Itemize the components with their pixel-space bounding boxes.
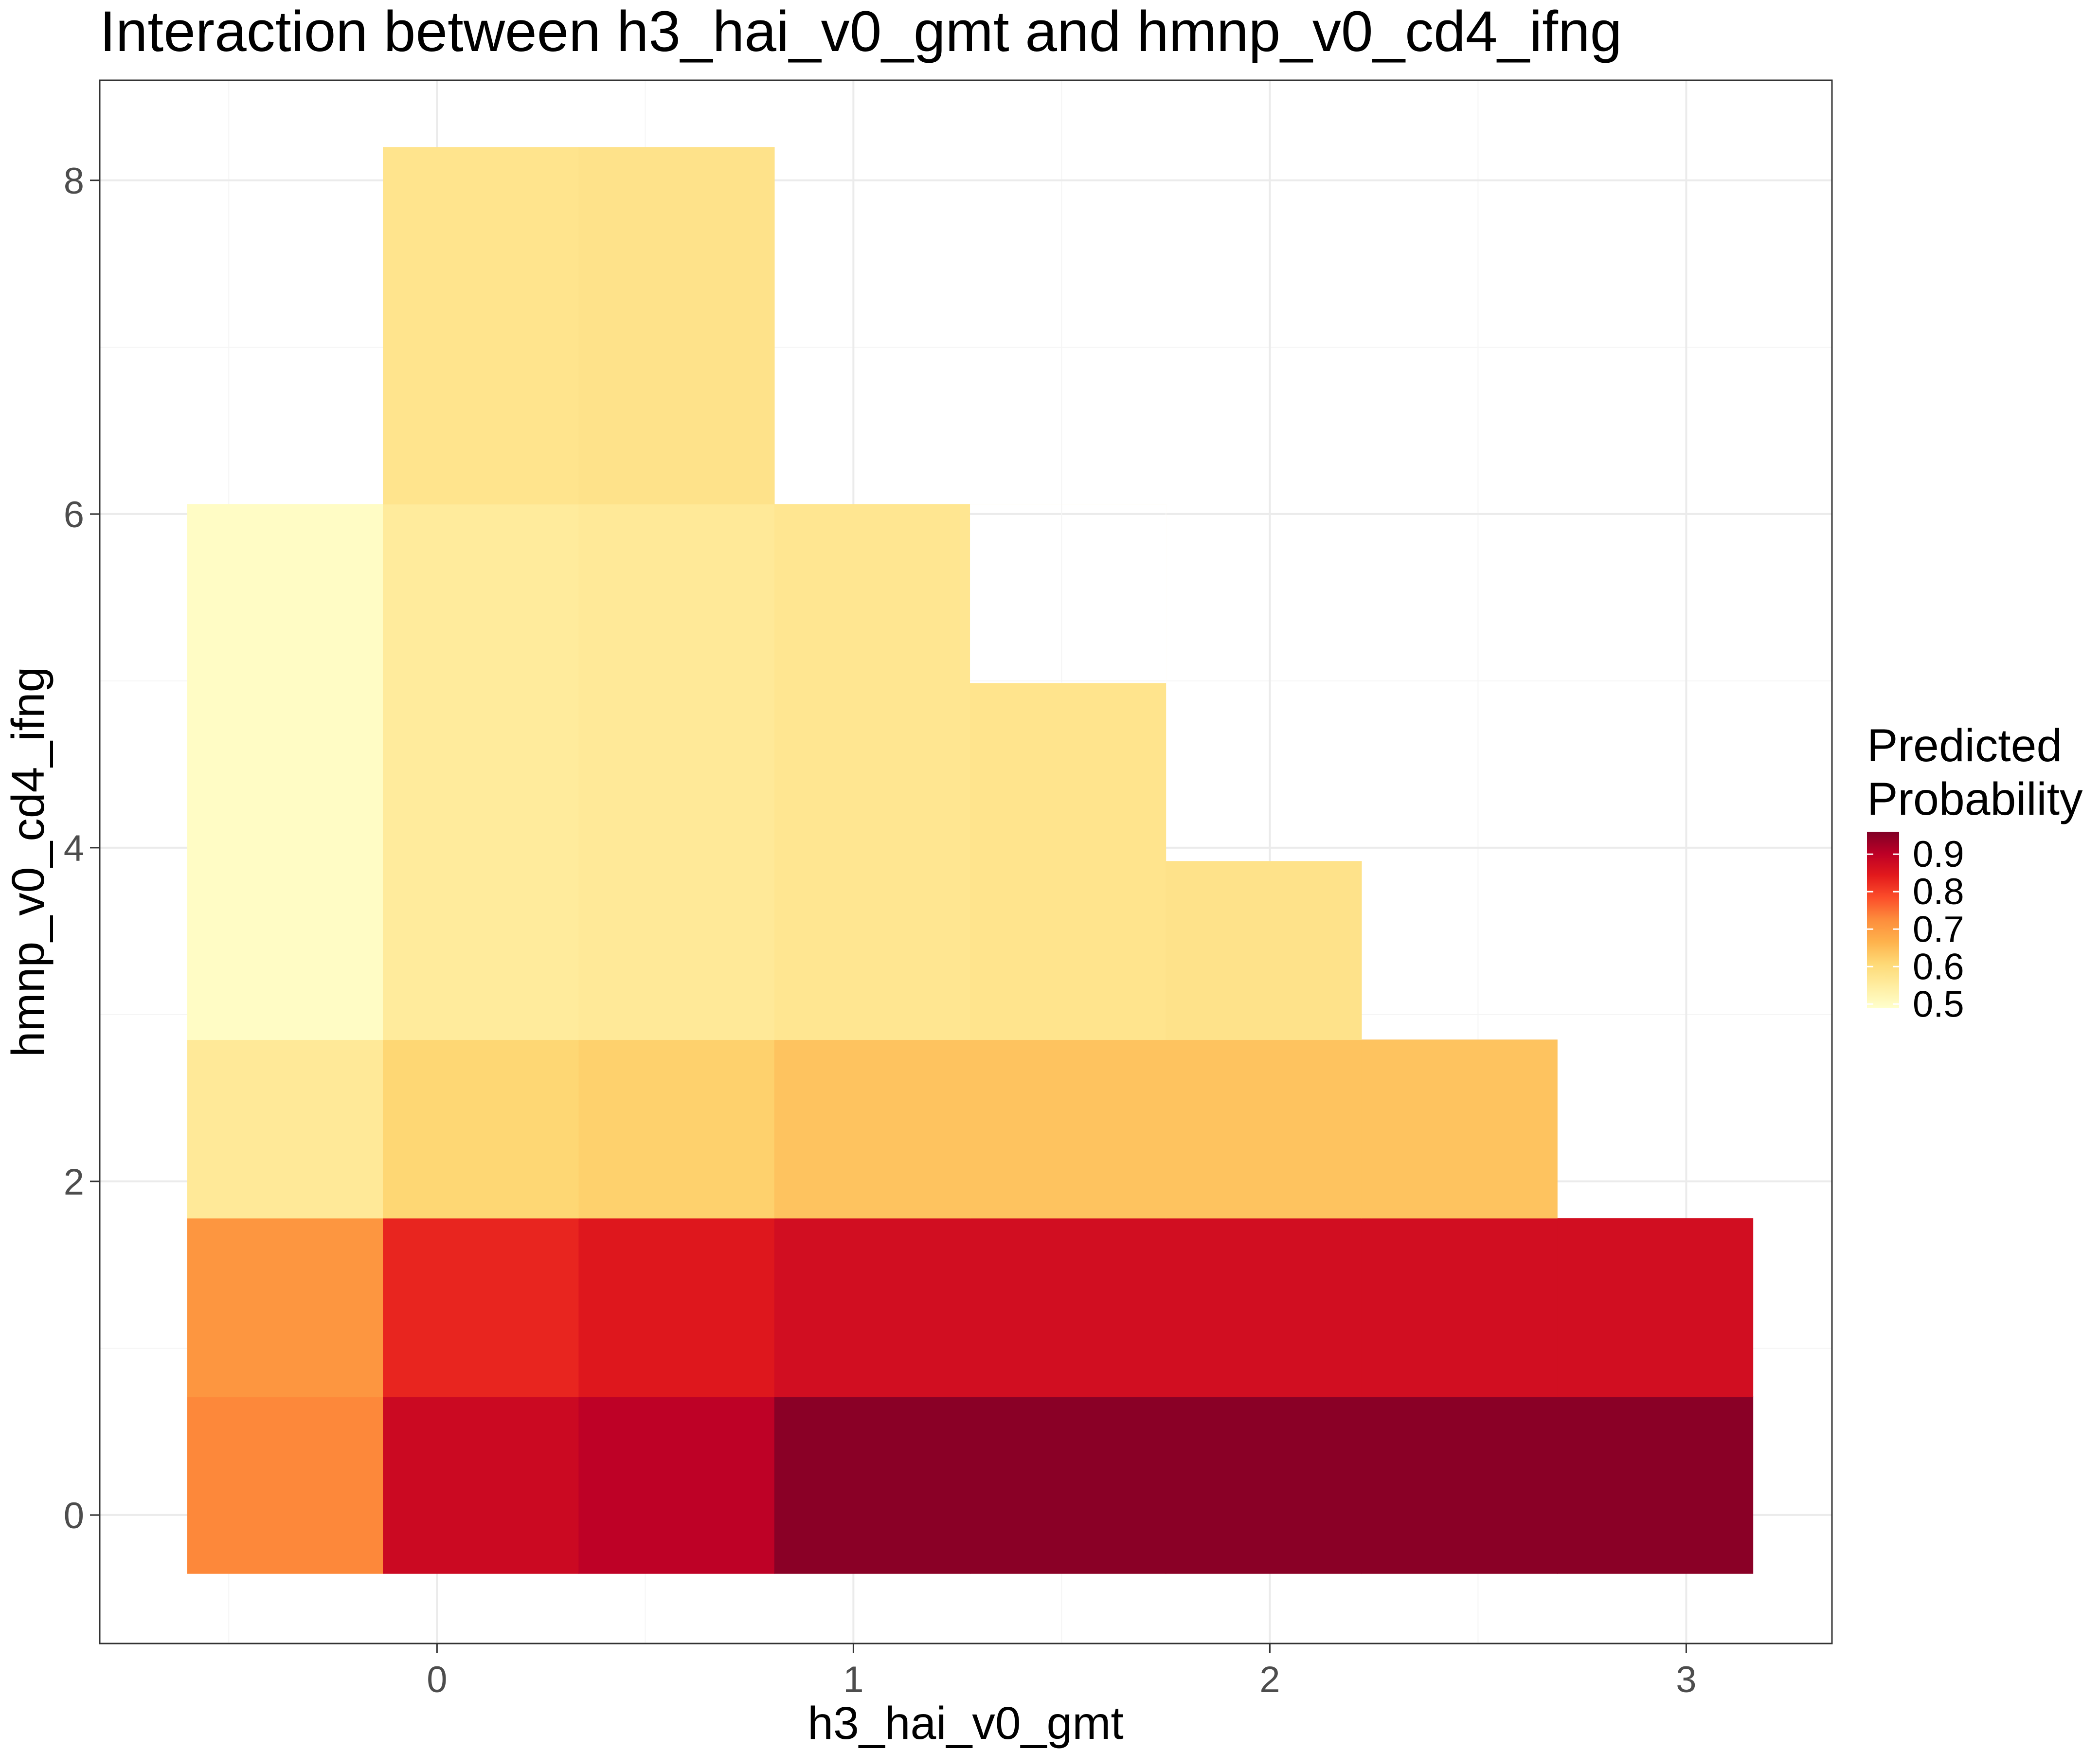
heatmap-cell [1166,1396,1362,1574]
y-tick-label: 0 [64,1495,84,1537]
heatmap-cell [1361,1218,1558,1397]
legend-title-line-2: Probability [1867,773,2083,825]
y-tick-label: 2 [64,1161,84,1203]
heatmap-cell [1166,1218,1362,1397]
y-tick-label: 6 [64,494,84,536]
heatmap-cell [1166,1039,1362,1219]
empty-region [970,504,1167,683]
legend-ticks: 0.50.60.70.80.9 [1867,834,1964,1025]
y-tick-label: 4 [64,828,84,869]
x-tick-label: 1 [843,1659,863,1700]
heatmap-cell [1557,1396,1754,1574]
x-tick-label: 3 [1676,1659,1696,1700]
heatmap-cell [187,504,383,1040]
heatmap-cells [187,147,1754,1574]
heatmap-cell [383,1218,579,1397]
heatmap-cell [383,147,579,505]
y-tick-label: 8 [64,161,84,202]
heatmap-cell [970,1218,1167,1397]
heatmap-cell [578,504,775,1040]
legend-tick-label: 0.9 [1913,834,1964,875]
legend-tick-label: 0.6 [1913,946,1964,987]
heatmap-cell [187,1396,383,1574]
heatmap-cell [1166,861,1362,1040]
y-axis-title: hmnp_v0_cd4_ifng [2,667,54,1057]
heatmap-cell [1557,1218,1754,1397]
heatmap-cell [187,1039,383,1219]
x-axis: 0 1 2 3 [427,1644,1697,1700]
x-tick-label: 0 [427,1659,447,1700]
heatmap-cell [774,1218,970,1397]
legend: Predicted Probability 0.50.60.70.80.9 [1867,720,2083,1025]
heatmap-cell [578,1039,775,1219]
panel-border [99,79,1833,1644]
heatmap-cell [578,1218,775,1397]
heatmap-cell [774,1396,970,1574]
y-axis: 0 2 4 6 8 [64,161,100,1537]
heatmap-cell [383,1396,579,1574]
legend-tick-label: 0.5 [1913,983,1964,1025]
x-tick-label: 2 [1259,1659,1280,1700]
heatmap-cell [578,147,775,505]
legend-colorbar [1867,832,1899,1008]
heatmap-cell [1361,1039,1558,1219]
legend-tick-label: 0.7 [1913,909,1964,950]
heatmap-cell [774,1039,970,1219]
heatmap-cell [383,504,579,1040]
heatmap-cell [774,504,970,1040]
heatmap-cell [970,682,1167,862]
heatmap-cell [383,1039,579,1219]
heatmap-cell [187,1218,383,1397]
x-axis-title: h3_hai_v0_gmt [808,1697,1124,1749]
chart-title: Interaction between h3_hai_v0_gmt and hm… [100,0,1622,64]
heatmap-cell [578,1396,775,1574]
heatmap-cell [970,1396,1167,1574]
heatmap-cell [1361,1396,1558,1574]
legend-tick-label: 0.8 [1913,871,1964,912]
legend-title-line-1: Predicted [1867,720,2062,771]
heatmap-cell [970,1039,1167,1219]
heatmap-cell [970,861,1167,1040]
